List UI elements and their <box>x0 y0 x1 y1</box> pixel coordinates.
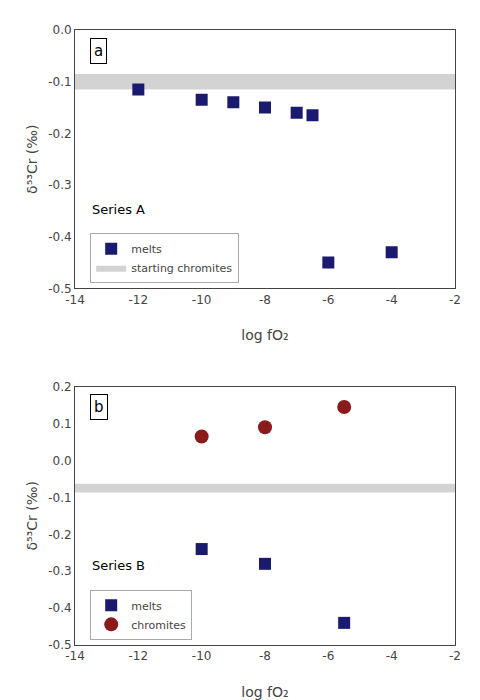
svg-text:log fO₂: log fO₂ <box>241 684 288 700</box>
svg-text:δ⁵³Cr (‰): δ⁵³Cr (‰) <box>24 124 40 193</box>
svg-text:-8: -8 <box>259 649 271 663</box>
svg-text:-0.2: -0.2 <box>48 127 71 141</box>
svg-text:-6: -6 <box>322 293 334 307</box>
svg-text:-12: -12 <box>129 293 149 307</box>
svg-text:-0.5: -0.5 <box>48 282 71 296</box>
svg-text:-10: -10 <box>192 293 212 307</box>
svg-text:melts: melts <box>131 243 162 256</box>
svg-text:log fO₂: log fO₂ <box>241 327 288 343</box>
svg-text:-2: -2 <box>449 293 461 307</box>
svg-text:0.0: 0.0 <box>53 23 72 37</box>
svg-text:δ⁵³Cr (‰): δ⁵³Cr (‰) <box>24 481 40 550</box>
svg-text:0.1: 0.1 <box>53 417 72 431</box>
svg-text:-10: -10 <box>192 649 212 663</box>
svg-text:-0.5: -0.5 <box>48 638 71 652</box>
svg-text:-12: -12 <box>129 649 149 663</box>
svg-text:-0.1: -0.1 <box>48 491 71 505</box>
svg-text:-14: -14 <box>65 649 85 663</box>
svg-text:-0.4: -0.4 <box>48 230 71 244</box>
svg-text:-0.3: -0.3 <box>48 564 71 578</box>
svg-text:-0.4: -0.4 <box>48 601 71 615</box>
svg-text:-0.2: -0.2 <box>48 528 71 542</box>
svg-text:-8: -8 <box>259 293 271 307</box>
svg-text:starting chromites: starting chromites <box>131 262 232 275</box>
svg-text:chromites: chromites <box>131 619 186 632</box>
svg-text:a: a <box>94 42 103 60</box>
svg-text:Series A: Series A <box>92 202 145 217</box>
svg-text:melts: melts <box>131 600 162 613</box>
svg-text:b: b <box>94 398 104 416</box>
svg-text:-4: -4 <box>386 649 398 663</box>
svg-text:-0.1: -0.1 <box>48 75 71 89</box>
svg-text:-2: -2 <box>449 649 461 663</box>
svg-text:-6: -6 <box>322 649 334 663</box>
svg-text:-14: -14 <box>65 293 85 307</box>
svg-text:0.2: 0.2 <box>53 380 72 394</box>
svg-text:0.0: 0.0 <box>53 454 72 468</box>
svg-text:-0.3: -0.3 <box>48 178 71 192</box>
svg-text:Series B: Series B <box>92 558 145 573</box>
svg-text:-4: -4 <box>386 293 398 307</box>
